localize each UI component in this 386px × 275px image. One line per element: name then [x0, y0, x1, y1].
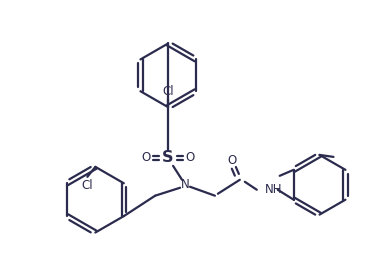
Text: Cl: Cl — [162, 85, 174, 98]
Text: N: N — [181, 178, 190, 191]
Text: O: O — [142, 152, 151, 164]
Text: S: S — [163, 150, 174, 165]
Text: Cl: Cl — [81, 179, 93, 192]
Text: O: O — [227, 154, 237, 167]
Text: O: O — [185, 152, 195, 164]
Text: NH: NH — [265, 183, 282, 196]
